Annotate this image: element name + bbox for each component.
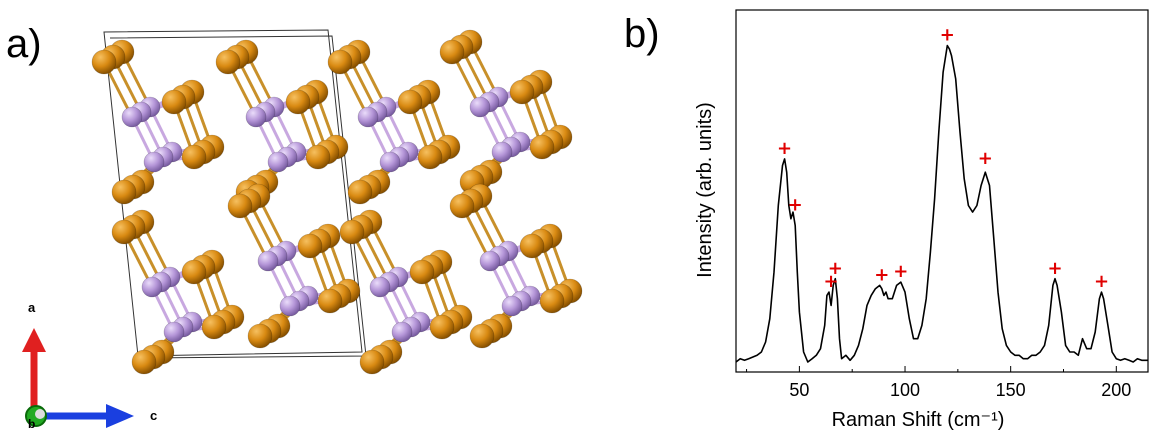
peak-marker: + (824, 271, 839, 292)
x-axis-label: Raman Shift (cm⁻¹) (832, 409, 1005, 430)
atom (509, 79, 535, 105)
atom (439, 39, 465, 65)
atom (539, 288, 565, 314)
axis-b-label: b (28, 417, 35, 430)
peak-marker: + (788, 194, 803, 215)
atom (111, 179, 137, 205)
plot-border (735, 9, 1149, 373)
y-axis-label: Intensity (arb. units) (694, 102, 716, 278)
atom (379, 151, 401, 173)
series-line (735, 44, 1148, 363)
atom (469, 96, 491, 118)
atom (131, 349, 157, 375)
atom (519, 233, 545, 259)
atom (181, 144, 207, 170)
atom (143, 151, 165, 173)
atom (285, 89, 311, 115)
atom (339, 219, 365, 245)
atom (91, 49, 117, 75)
atom (305, 144, 331, 170)
x-tick-label: 200 (1101, 380, 1131, 400)
atom (501, 295, 523, 317)
atom (161, 89, 187, 115)
crystal-structure: a b c (22, 29, 583, 430)
axis-a-label: a (28, 300, 36, 315)
atom (297, 233, 323, 259)
atom (327, 49, 353, 75)
peak-marker: + (893, 261, 908, 282)
plot-frame (735, 9, 1149, 373)
panel-a-label: a) (6, 22, 42, 66)
peak-marker: + (874, 264, 889, 285)
x-tick-label: 150 (996, 380, 1026, 400)
peak-marker: + (1094, 271, 1109, 292)
atom (257, 250, 279, 272)
peak-marker: + (978, 148, 993, 169)
atom (181, 259, 207, 285)
atom (279, 295, 301, 317)
atom (215, 49, 241, 75)
atom (163, 321, 185, 343)
atom (359, 349, 385, 375)
x-tick-label: 50 (789, 380, 809, 400)
atom (529, 134, 555, 160)
x-ticks: 50 100 150 200 (746, 366, 1131, 400)
atom (429, 314, 455, 340)
atom (469, 323, 495, 349)
peak-marker: + (940, 25, 955, 46)
peak-marker: + (1047, 258, 1062, 279)
peak-markers: ++++ + +++++ (777, 25, 1109, 292)
atom (491, 141, 513, 163)
atom (417, 144, 443, 170)
atom (347, 179, 373, 205)
atom (357, 106, 379, 128)
atom (449, 193, 475, 219)
atom (111, 219, 137, 245)
atom (247, 323, 273, 349)
atom (479, 250, 501, 272)
atom (267, 151, 289, 173)
atom (201, 314, 227, 340)
atom (369, 276, 391, 298)
atom (317, 288, 343, 314)
atom (391, 321, 413, 343)
atom (409, 259, 435, 285)
axis-c-label: c (150, 408, 157, 423)
atom (121, 106, 143, 128)
atom-layer (91, 29, 583, 375)
peak-marker: + (777, 138, 792, 159)
peak-marker: + (828, 258, 843, 279)
spectrum-line (735, 44, 1148, 363)
atom (245, 106, 267, 128)
atom (397, 89, 423, 115)
x-tick-label: 100 (890, 380, 920, 400)
axis-triad: a b c (22, 300, 157, 430)
atom (141, 276, 163, 298)
panel-b-label: b) (624, 12, 660, 56)
atom (227, 193, 253, 219)
